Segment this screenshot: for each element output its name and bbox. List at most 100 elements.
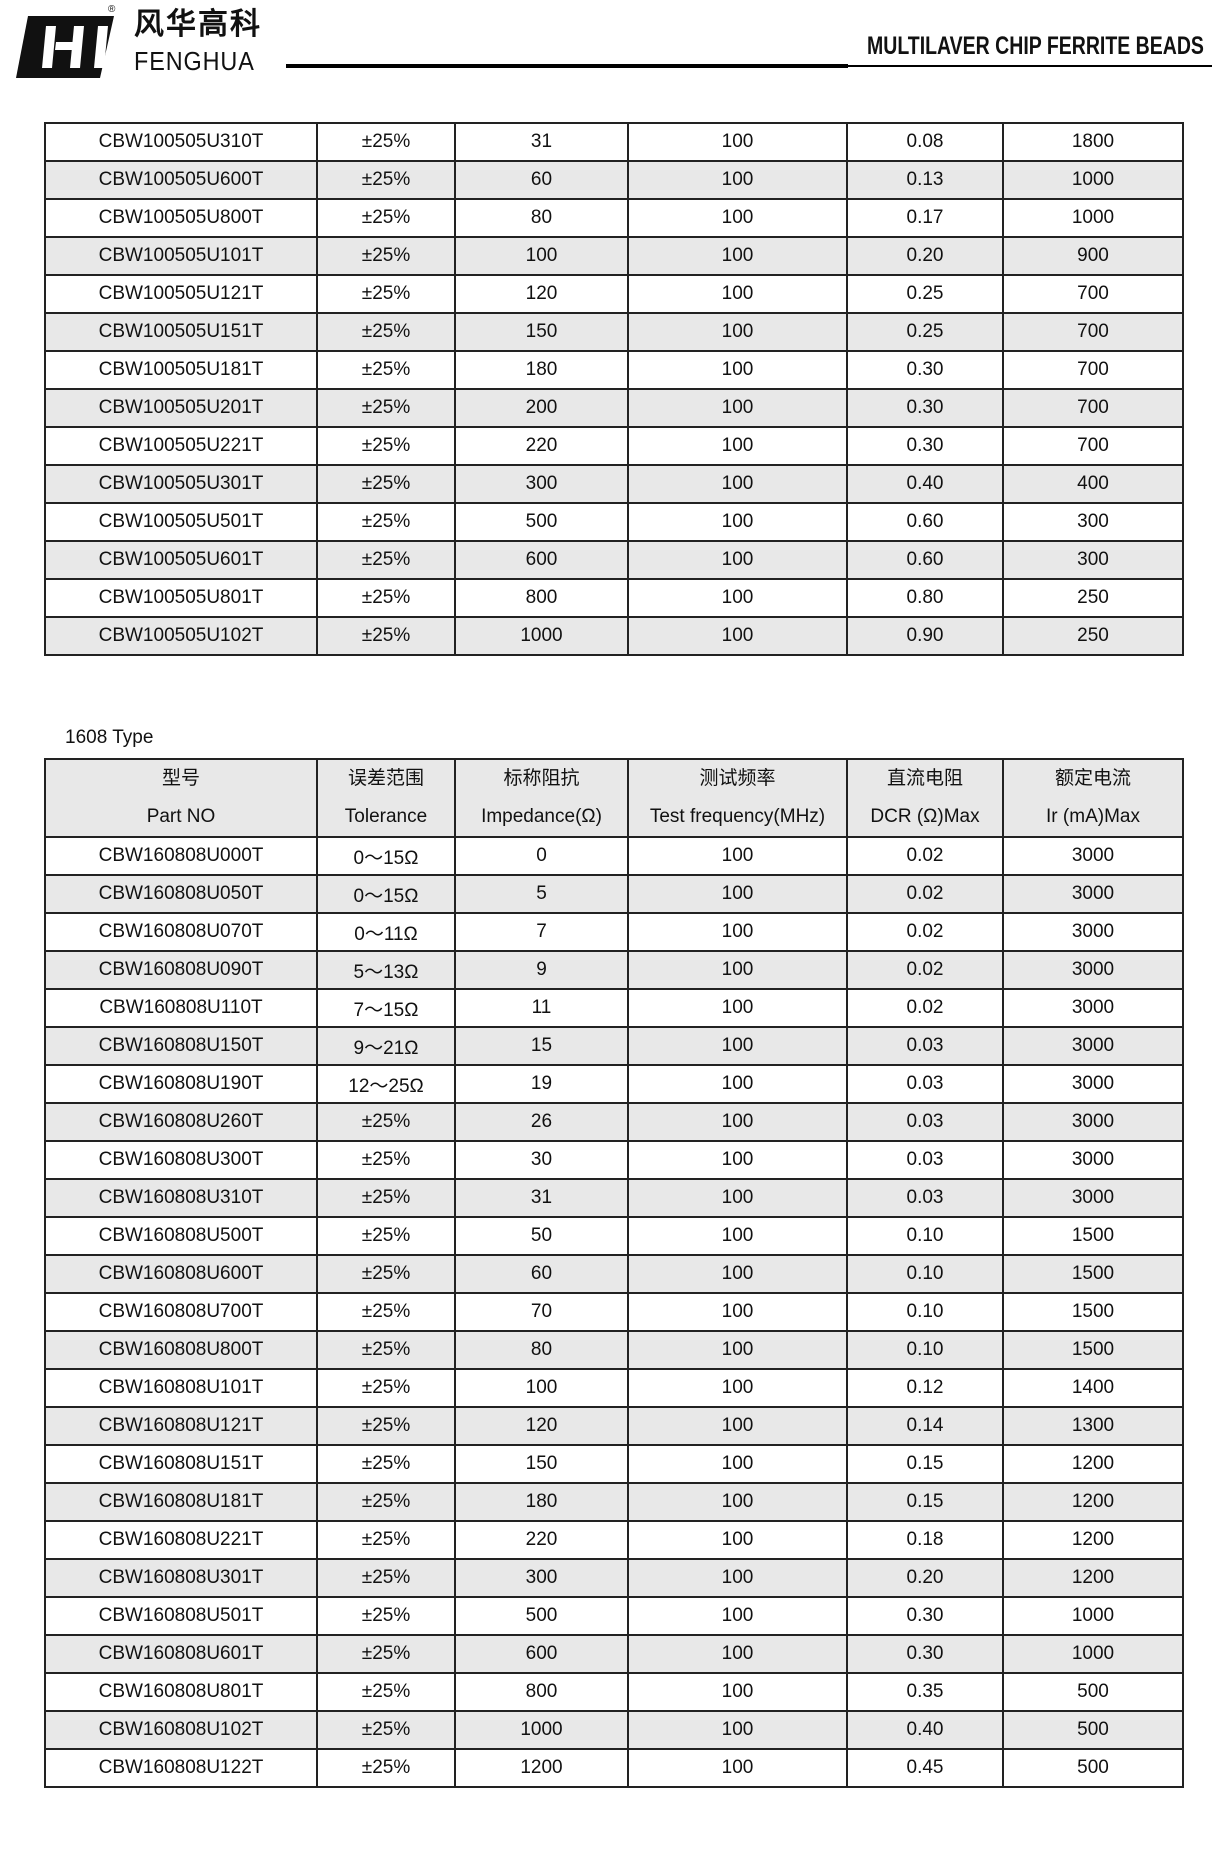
cell-dcr-max: 0.17 [846,198,1004,238]
cell-impedance: 60 [454,1254,629,1294]
header-test-frequency-en: Test frequency(MHz) [627,798,848,838]
cell-ir-max: 1000 [1002,1634,1184,1674]
cell-dcr-max: 0.30 [846,1596,1004,1636]
cell-dcr-max: 0.02 [846,836,1004,876]
cell-ir-max: 500 [1002,1710,1184,1750]
cell-ir-max: 1800 [1002,122,1184,162]
cell-dcr-max: 0.03 [846,1140,1004,1180]
cell-test-frequency: 100 [627,988,848,1028]
cell-ir-max: 3000 [1002,1140,1184,1180]
cell-impedance: 600 [454,1634,629,1674]
cell-dcr-max: 0.10 [846,1254,1004,1294]
cell-test-frequency: 100 [627,1710,848,1750]
cell-dcr-max: 0.30 [846,1634,1004,1674]
cell-impedance: 30 [454,1140,629,1180]
cell-part-no: CBW100505U501T [44,502,318,542]
table-row: CBW160808U181T ±25% 180 100 0.15 1200 [44,1482,1184,1522]
cell-tolerance: ±25% [316,1634,456,1674]
cell-ir-max: 3000 [1002,950,1184,990]
table-row: CBW160808U090T 5～13Ω 9 100 0.02 3000 [44,950,1184,990]
cell-tolerance: ±25% [316,464,456,504]
cell-tolerance: ±25% [316,274,456,314]
header-ir-max-cn: 额定电流 [1002,758,1184,798]
cell-part-no: CBW100505U310T [44,122,318,162]
cell-ir-max: 700 [1002,274,1184,314]
table-row: CBW160808U800T ±25% 80 100 0.10 1500 [44,1330,1184,1370]
cell-impedance: 60 [454,160,629,200]
header-impedance-en: Impedance(Ω) [454,798,629,838]
cell-tolerance: 0～15Ω [316,836,456,876]
cell-impedance: 1000 [454,1710,629,1750]
cell-ir-max: 500 [1002,1748,1184,1788]
header-part-no-cn: 型号 [44,758,318,798]
cell-tolerance: ±25% [316,1368,456,1408]
cell-test-frequency: 100 [627,1596,848,1636]
cell-dcr-max: 0.03 [846,1064,1004,1104]
cell-test-frequency: 100 [627,1634,848,1674]
cell-part-no: CBW100505U800T [44,198,318,238]
cell-dcr-max: 0.35 [846,1672,1004,1712]
cell-test-frequency: 100 [627,578,848,618]
cell-tolerance: ±25% [316,1102,456,1142]
cell-tolerance: ±25% [316,312,456,352]
brand-name-english: FENGHUA [134,46,255,76]
cell-part-no: CBW100505U181T [44,350,318,390]
cell-impedance: 26 [454,1102,629,1142]
cell-impedance: 120 [454,274,629,314]
table-row: CBW100505U201T ±25% 200 100 0.30 700 [44,388,1184,428]
cell-impedance: 200 [454,388,629,428]
table-row: CBW160808U101T ±25% 100 100 0.12 1400 [44,1368,1184,1408]
cell-dcr-max: 0.10 [846,1292,1004,1332]
cell-test-frequency: 100 [627,388,848,428]
cell-dcr-max: 0.02 [846,912,1004,952]
cell-tolerance: 0～15Ω [316,874,456,914]
cell-dcr-max: 0.60 [846,502,1004,542]
cell-impedance: 120 [454,1406,629,1446]
cell-part-no: CBW100505U600T [44,160,318,200]
cell-tolerance: ±25% [316,616,456,656]
cell-test-frequency: 100 [627,198,848,238]
table-row: CBW160808U121T ±25% 120 100 0.14 1300 [44,1406,1184,1446]
cell-impedance: 1000 [454,616,629,656]
cell-impedance: 100 [454,236,629,276]
cell-ir-max: 1200 [1002,1520,1184,1560]
cell-test-frequency: 100 [627,1254,848,1294]
cell-impedance: 300 [454,1558,629,1598]
cell-dcr-max: 0.18 [846,1520,1004,1560]
cell-impedance: 15 [454,1026,629,1066]
cell-test-frequency: 100 [627,160,848,200]
cell-ir-max: 1000 [1002,160,1184,200]
cell-part-no: CBW100505U121T [44,274,318,314]
cell-ir-max: 3000 [1002,988,1184,1028]
table-row: CBW160808U500T ±25% 50 100 0.10 1500 [44,1216,1184,1256]
cell-ir-max: 1500 [1002,1254,1184,1294]
cell-ir-max: 1500 [1002,1216,1184,1256]
cell-tolerance: ±25% [316,502,456,542]
cell-ir-max: 3000 [1002,912,1184,952]
table-row: CBW160808U122T ±25% 1200 100 0.45 500 [44,1748,1184,1788]
table-row: CBW160808U310T ±25% 31 100 0.03 3000 [44,1178,1184,1218]
cell-impedance: 800 [454,1672,629,1712]
cell-impedance: 150 [454,1444,629,1484]
cell-part-no: CBW100505U601T [44,540,318,580]
cell-part-no: CBW160808U601T [44,1634,318,1674]
cell-test-frequency: 100 [627,1216,848,1256]
cell-test-frequency: 100 [627,1368,848,1408]
cell-ir-max: 700 [1002,426,1184,466]
cell-test-frequency: 100 [627,950,848,990]
cell-tolerance: ±25% [316,388,456,428]
cell-ir-max: 1300 [1002,1406,1184,1446]
cell-part-no: CBW160808U090T [44,950,318,990]
cell-part-no: CBW160808U260T [44,1102,318,1142]
cell-impedance: 180 [454,350,629,390]
cell-dcr-max: 0.40 [846,464,1004,504]
table-row: CBW100505U801T ±25% 800 100 0.80 250 [44,578,1184,618]
cell-part-no: CBW160808U501T [44,1596,318,1636]
cell-impedance: 500 [454,1596,629,1636]
header-row-cn: 型号 误差范围 标称阻抗 测试频率 直流电阻 额定电流 [44,758,1184,798]
cell-ir-max: 1000 [1002,1596,1184,1636]
cell-test-frequency: 100 [627,1140,848,1180]
cell-test-frequency: 100 [627,426,848,466]
cell-part-no: CBW160808U600T [44,1254,318,1294]
cell-dcr-max: 0.03 [846,1178,1004,1218]
